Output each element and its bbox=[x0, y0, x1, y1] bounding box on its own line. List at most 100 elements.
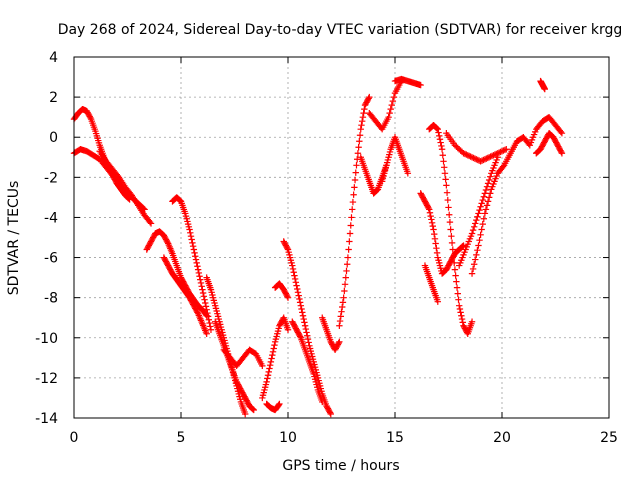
data-point bbox=[478, 226, 485, 233]
data-point bbox=[361, 105, 368, 113]
data-point bbox=[501, 146, 509, 154]
data-point bbox=[449, 246, 456, 253]
data-point bbox=[485, 176, 493, 184]
data-point bbox=[284, 244, 291, 252]
data-point bbox=[301, 319, 308, 326]
data-point bbox=[296, 299, 304, 306]
data-point bbox=[471, 155, 479, 162]
data-point bbox=[264, 375, 271, 382]
series-sat-d bbox=[143, 228, 210, 319]
series-sat-z bbox=[468, 113, 566, 277]
data-point bbox=[346, 230, 354, 237]
x-tick-label: 25 bbox=[600, 430, 618, 446]
data-point bbox=[499, 163, 507, 170]
data-point bbox=[456, 305, 464, 313]
data-point bbox=[203, 306, 210, 313]
data-point bbox=[558, 148, 565, 156]
data-point bbox=[269, 348, 277, 356]
data-point bbox=[483, 155, 490, 162]
data-point bbox=[204, 309, 211, 317]
data-point bbox=[451, 259, 458, 267]
data-point bbox=[346, 238, 353, 245]
data-point bbox=[249, 406, 257, 413]
data-point bbox=[431, 235, 439, 243]
data-point bbox=[443, 182, 450, 189]
data-point bbox=[468, 270, 476, 277]
data-point bbox=[354, 150, 362, 157]
series-sat-v bbox=[426, 121, 476, 337]
data-point bbox=[455, 296, 462, 303]
data-point bbox=[558, 150, 566, 157]
series-sat-t bbox=[378, 134, 412, 185]
data-point bbox=[349, 198, 357, 206]
data-point bbox=[503, 146, 510, 153]
data-point bbox=[481, 210, 489, 217]
data-point bbox=[465, 152, 473, 160]
data-point bbox=[497, 148, 504, 156]
data-point bbox=[438, 142, 445, 150]
data-point bbox=[201, 296, 208, 303]
plot-frame bbox=[73, 56, 610, 419]
data-point bbox=[125, 194, 132, 202]
data-point bbox=[485, 194, 493, 201]
data-point bbox=[206, 319, 213, 327]
data-point bbox=[189, 239, 196, 247]
data-point bbox=[429, 222, 437, 230]
data-point bbox=[404, 170, 412, 177]
data-point bbox=[495, 149, 503, 156]
data-point bbox=[199, 289, 207, 297]
data-point bbox=[470, 223, 478, 231]
x-tick-labels: 0 5 10 15 20 25 bbox=[70, 430, 618, 446]
data-point bbox=[291, 272, 298, 279]
data-point bbox=[356, 132, 364, 139]
data-point bbox=[347, 222, 354, 229]
data-point bbox=[275, 401, 282, 409]
data-point bbox=[293, 282, 300, 289]
data-point bbox=[427, 212, 434, 220]
data-point bbox=[187, 232, 195, 240]
data-point bbox=[352, 169, 359, 176]
data-point bbox=[477, 231, 484, 239]
data-point bbox=[259, 362, 266, 370]
data-point bbox=[557, 128, 565, 136]
data-point bbox=[327, 410, 334, 418]
data-point bbox=[493, 150, 500, 158]
data-point bbox=[388, 101, 395, 109]
data-point bbox=[426, 209, 434, 216]
data-point bbox=[355, 144, 362, 151]
data-point bbox=[478, 157, 486, 164]
data-point bbox=[469, 226, 477, 234]
data-point bbox=[176, 196, 183, 204]
data-point bbox=[480, 193, 488, 200]
series-sat-k bbox=[263, 400, 283, 414]
data-point bbox=[425, 204, 432, 212]
data-point bbox=[341, 281, 349, 288]
data-point bbox=[126, 196, 133, 203]
data-point bbox=[474, 247, 481, 254]
data-point bbox=[250, 406, 257, 414]
series-sat-j bbox=[259, 314, 292, 402]
data-point bbox=[464, 152, 471, 159]
data-point bbox=[366, 93, 373, 101]
data-point bbox=[197, 276, 204, 283]
data-point bbox=[351, 184, 358, 191]
y-tick-label: 2 bbox=[49, 90, 58, 106]
data-point bbox=[451, 266, 459, 273]
data-point bbox=[541, 85, 548, 93]
series-sat-ab bbox=[537, 77, 548, 93]
data-point bbox=[294, 289, 302, 296]
data-point bbox=[433, 124, 440, 132]
data-point bbox=[448, 239, 456, 247]
data-point bbox=[207, 323, 214, 330]
x-tick-label: 15 bbox=[386, 430, 404, 446]
data-point bbox=[345, 246, 352, 253]
series-sat-n bbox=[289, 318, 326, 406]
data-point bbox=[271, 341, 278, 349]
data-point bbox=[284, 294, 292, 301]
data-point bbox=[470, 261, 478, 268]
data-point bbox=[194, 309, 201, 316]
data-point bbox=[428, 216, 435, 223]
data-point bbox=[433, 249, 441, 257]
data-point bbox=[193, 259, 200, 267]
data-point bbox=[265, 368, 272, 376]
